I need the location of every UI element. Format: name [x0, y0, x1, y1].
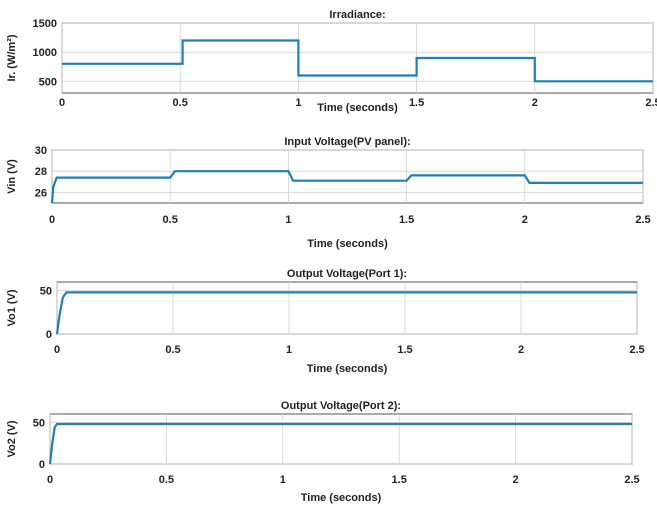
- x-axis-label: Time (seconds): [307, 363, 388, 375]
- x-tick-label: 2.5: [624, 474, 639, 486]
- y-axis-label: Vin (V): [6, 159, 18, 194]
- y-tick-label: 28: [35, 166, 47, 178]
- x-tick-label: 2: [532, 97, 538, 109]
- x-tick-label: 1.5: [409, 97, 424, 109]
- series-line: [50, 170, 643, 204]
- y-tick-label: 500: [39, 76, 57, 88]
- grid: [56, 282, 638, 335]
- series-line: [48, 422, 632, 465]
- x-axis-label: Time (seconds): [301, 492, 382, 504]
- x-tick-label: 1: [280, 474, 286, 486]
- plot-area: [61, 22, 654, 94]
- x-tick-label: 1: [285, 214, 291, 226]
- y-axis-label: Vo1 (V): [6, 289, 18, 326]
- y-tick-label: 50: [33, 417, 45, 429]
- chart-title: Output Voltage(Port 1):: [287, 268, 407, 280]
- x-tick-label: 2: [513, 474, 519, 486]
- chart-title: Output Voltage(Port 2):: [281, 400, 401, 412]
- y-tick-label: 1000: [33, 47, 57, 59]
- series-line: [62, 39, 653, 83]
- x-tick-label: 0.5: [173, 97, 188, 109]
- x-tick-label: 2.5: [635, 214, 650, 226]
- chart-title: Input Voltage(PV panel):: [284, 136, 410, 148]
- y-axis-label: Ir. (W/m²): [6, 34, 18, 81]
- chart-title: Irradiance:: [329, 9, 385, 21]
- x-axis-label: Time (seconds): [307, 238, 388, 250]
- x-tick-label: 0.5: [163, 214, 178, 226]
- grid: [61, 22, 654, 93]
- y-tick-label: 0: [39, 459, 45, 471]
- x-tick-label: 2: [518, 344, 524, 356]
- x-tick-label: 0: [47, 474, 53, 486]
- x-tick-label: 1.5: [399, 214, 414, 226]
- x-tick-label: 1.5: [397, 344, 412, 356]
- y-tick-label: 30: [35, 145, 47, 157]
- x-tick-label: 0: [59, 97, 65, 109]
- x-tick-label: 1: [286, 344, 292, 356]
- subplot-output-voltage-port1: Output Voltage(Port 1): Time (seconds) V…: [6, 268, 645, 375]
- x-axis-label: Time (seconds): [317, 102, 398, 114]
- subplot-output-voltage-port2: Output Voltage(Port 2): Time (seconds) V…: [6, 400, 640, 504]
- x-tick-label: 1: [295, 97, 301, 109]
- subplot-irradiance: Irradiance: Time (seconds) Ir. (W/m²) 0 0…: [6, 9, 657, 114]
- x-tick-label: 0.5: [159, 474, 174, 486]
- plot-area: [49, 413, 633, 465]
- series-line: [55, 291, 637, 335]
- grid: [49, 414, 633, 465]
- x-tick-label: 1.5: [392, 474, 407, 486]
- x-tick-label: 0: [54, 344, 60, 356]
- y-tick-label: 50: [40, 286, 52, 298]
- plot-area: [56, 281, 638, 335]
- x-tick-label: 2.5: [629, 344, 644, 356]
- y-tick-label: 26: [35, 187, 47, 199]
- y-tick-label: 0: [46, 329, 52, 341]
- subplot-input-voltage: Input Voltage(PV panel): Time (seconds) …: [6, 136, 651, 250]
- y-tick-label: 1500: [33, 18, 57, 30]
- y-axis-label: Vo2 (V): [6, 420, 18, 457]
- x-tick-label: 2: [522, 214, 528, 226]
- x-tick-label: 2.5: [645, 97, 657, 109]
- x-tick-label: 0: [49, 214, 55, 226]
- x-tick-label: 0.5: [165, 344, 180, 356]
